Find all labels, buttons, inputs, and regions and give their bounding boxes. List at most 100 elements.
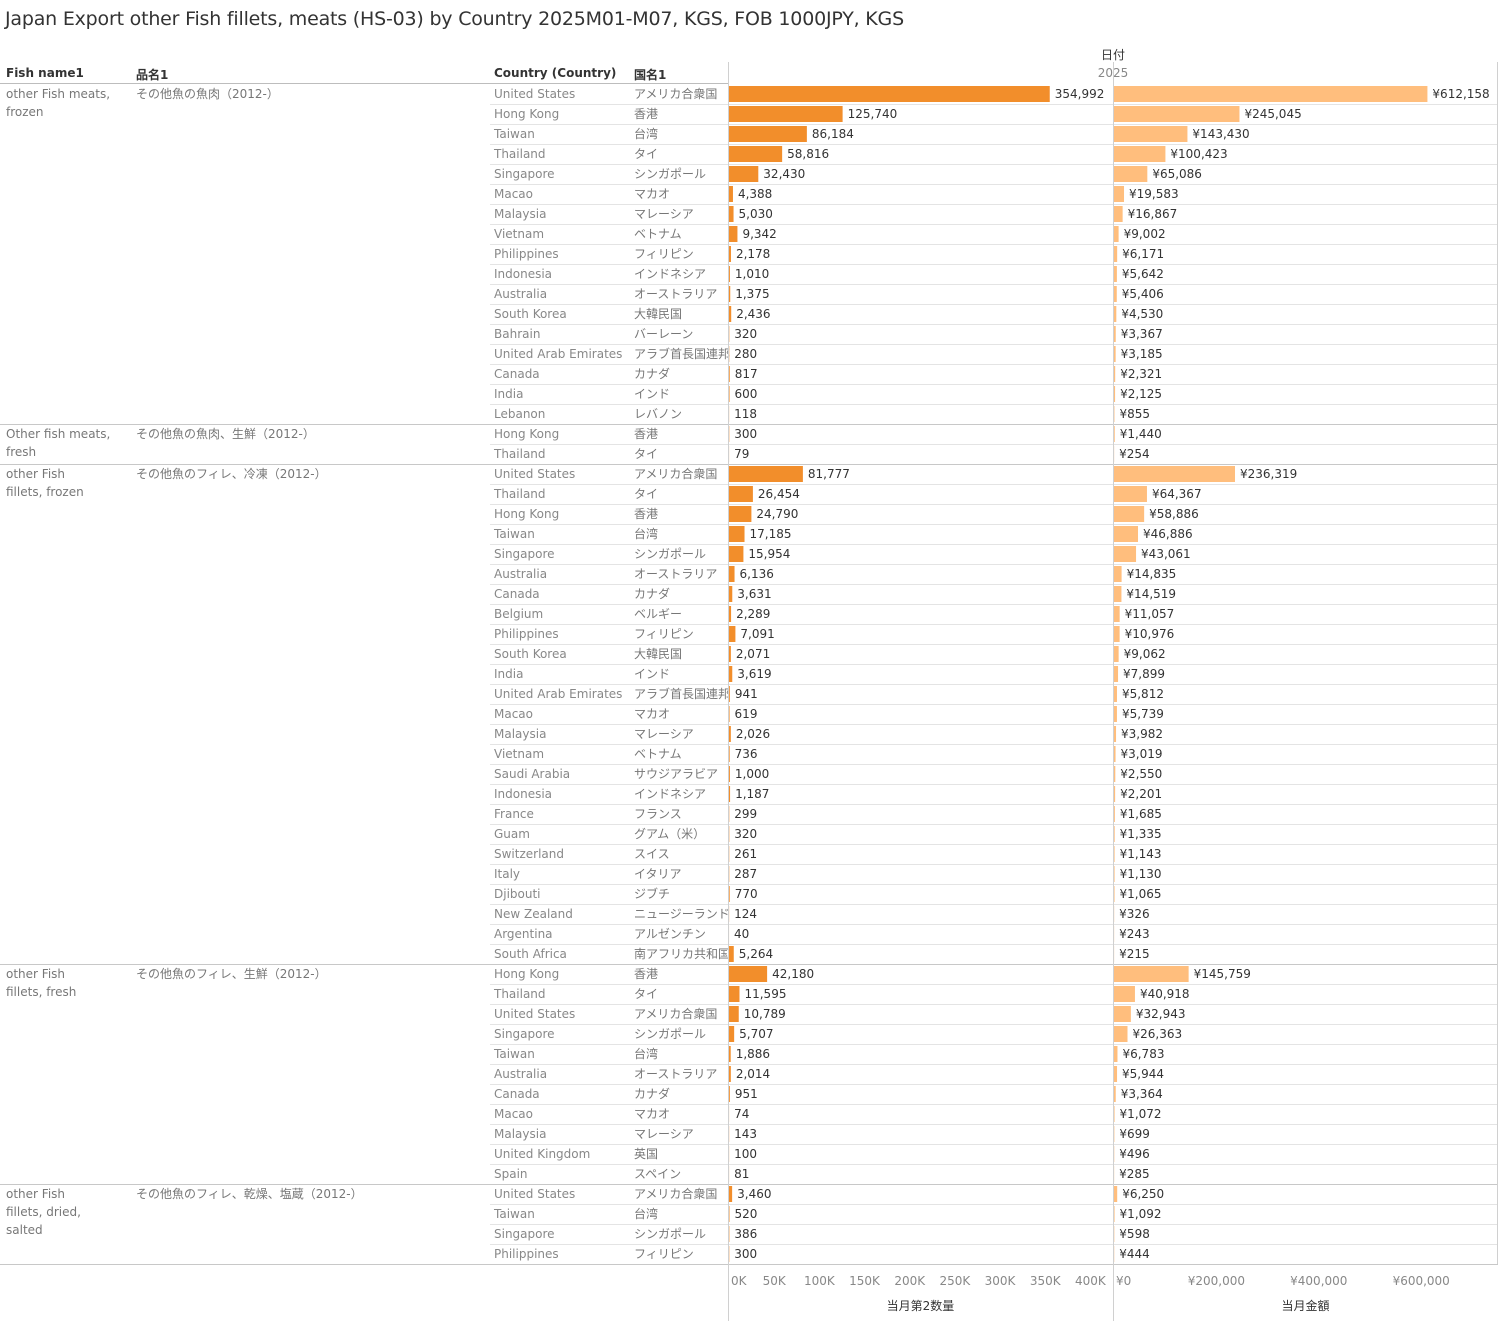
amt-value-label: ¥236,319 bbox=[1240, 467, 1297, 481]
qty-value-label: 10,789 bbox=[744, 1007, 786, 1021]
amt-value-label: ¥32,943 bbox=[1136, 1007, 1186, 1021]
kokumei-label: マカオ bbox=[634, 707, 670, 721]
amt-value-label: ¥6,783 bbox=[1122, 1047, 1164, 1061]
qty-bar bbox=[729, 146, 783, 162]
qty-value-label: 5,030 bbox=[739, 207, 773, 221]
amt-value-label: ¥3,364 bbox=[1121, 1087, 1163, 1101]
country-label: Australia bbox=[494, 1067, 547, 1081]
kokumei-header[interactable]: 国名1 bbox=[634, 68, 667, 82]
country-label: Lebanon bbox=[494, 407, 545, 421]
amt-bar bbox=[1114, 646, 1119, 662]
amt-value-label: ¥43,061 bbox=[1141, 547, 1191, 561]
qty-bar bbox=[729, 966, 768, 982]
amt-axis-tick: ¥0 bbox=[1116, 1274, 1131, 1288]
qty-bar bbox=[729, 306, 732, 322]
amt-bar bbox=[1114, 1206, 1115, 1222]
kokumei-label: アラブ首長国連邦 bbox=[634, 346, 730, 361]
amt-bar bbox=[1114, 666, 1119, 682]
amt-value-label: ¥1,685 bbox=[1120, 807, 1162, 821]
amt-bar bbox=[1114, 546, 1137, 562]
amt-value-label: ¥40,918 bbox=[1140, 987, 1190, 1001]
amt-value-label: ¥14,835 bbox=[1127, 567, 1177, 581]
country-label: Belgium bbox=[494, 607, 543, 621]
kokumei-label: レバノン bbox=[634, 407, 682, 421]
hinmei-header[interactable]: 品名1 bbox=[136, 68, 169, 82]
qty-bar bbox=[729, 546, 744, 562]
country-label: Hong Kong bbox=[494, 967, 559, 981]
country-label: Thailand bbox=[493, 987, 546, 1001]
kokumei-label: オーストラリア bbox=[634, 287, 717, 301]
country-label: Taiwan bbox=[493, 1207, 535, 1221]
country-label: Singapore bbox=[494, 1027, 555, 1041]
amt-bar bbox=[1114, 1106, 1115, 1122]
kokumei-label: スイス bbox=[634, 847, 670, 861]
kokumei-label: 英国 bbox=[634, 1147, 658, 1161]
qty-bar bbox=[729, 706, 730, 722]
amt-bar bbox=[1114, 986, 1135, 1002]
qty-bar bbox=[729, 1066, 731, 1082]
country-label: South Korea bbox=[494, 307, 567, 321]
kokumei-label: フィリピン bbox=[634, 247, 694, 261]
kokumei-label: アメリカ合衆国 bbox=[634, 86, 717, 101]
amt-bar bbox=[1114, 1006, 1131, 1022]
amt-value-label: ¥1,072 bbox=[1120, 1107, 1162, 1121]
qty-value-label: 40 bbox=[734, 927, 749, 941]
country-label: Australia bbox=[494, 567, 547, 581]
amt-bar bbox=[1114, 386, 1116, 402]
year-header: 2025 bbox=[1097, 66, 1129, 80]
qty-bar bbox=[729, 1006, 739, 1022]
country-label: Hong Kong bbox=[494, 507, 559, 521]
country-label: Thailand bbox=[493, 447, 546, 461]
kokumei-label: タイ bbox=[634, 447, 658, 461]
amt-bar bbox=[1114, 426, 1115, 442]
amt-bar bbox=[1114, 366, 1116, 382]
country-label: France bbox=[494, 807, 534, 821]
qty-value-label: 79 bbox=[734, 447, 749, 461]
country-label: Malaysia bbox=[494, 1127, 546, 1141]
qty-value-label: 261 bbox=[734, 847, 757, 861]
country-label: Hong Kong bbox=[494, 107, 559, 121]
amt-value-label: ¥145,759 bbox=[1194, 967, 1251, 981]
qty-value-label: 1,010 bbox=[735, 267, 769, 281]
country-label: India bbox=[494, 667, 523, 681]
qty-bar bbox=[729, 566, 735, 582]
country-header[interactable]: Country (Country) bbox=[494, 66, 617, 80]
amt-bar bbox=[1114, 1066, 1118, 1082]
amt-bar bbox=[1114, 886, 1115, 902]
kokumei-label: アルゼンチン bbox=[634, 927, 706, 941]
qty-value-label: 86,184 bbox=[812, 127, 854, 141]
amt-value-label: ¥1,065 bbox=[1120, 887, 1162, 901]
qty-bar bbox=[729, 366, 730, 382]
qty-value-label: 3,460 bbox=[737, 1187, 771, 1201]
amt-value-label: ¥3,019 bbox=[1121, 747, 1163, 761]
country-label: Taiwan bbox=[493, 1047, 535, 1061]
qty-value-label: 600 bbox=[735, 387, 758, 401]
amt-value-label: ¥598 bbox=[1119, 1227, 1150, 1241]
amt-value-label: ¥64,367 bbox=[1152, 487, 1202, 501]
country-label: Malaysia bbox=[494, 207, 546, 221]
qty-bar bbox=[729, 386, 730, 402]
amt-value-label: ¥14,519 bbox=[1126, 587, 1176, 601]
qty-axis-tick: 200K bbox=[894, 1274, 926, 1288]
qty-bar bbox=[729, 226, 738, 242]
qty-value-label: 5,264 bbox=[739, 947, 773, 961]
amt-axis-title: 当月金額 bbox=[1281, 1299, 1330, 1313]
qty-value-label: 11,595 bbox=[744, 987, 786, 1001]
fish-name-header[interactable]: Fish name1 bbox=[6, 66, 84, 80]
kokumei-label: ベトナム bbox=[634, 747, 682, 761]
qty-value-label: 2,026 bbox=[736, 727, 770, 741]
qty-bar bbox=[729, 466, 803, 482]
amt-value-label: ¥65,086 bbox=[1152, 167, 1202, 181]
qty-value-label: 124 bbox=[734, 907, 757, 921]
qty-axis-tick: 50K bbox=[763, 1274, 787, 1288]
chart-title: Japan Export other Fish fillets, meats (… bbox=[5, 8, 904, 30]
amt-bar bbox=[1114, 306, 1117, 322]
amt-bar bbox=[1114, 566, 1122, 582]
qty-value-label: 619 bbox=[735, 707, 758, 721]
qty-bar bbox=[729, 526, 745, 542]
qty-bar bbox=[729, 646, 731, 662]
country-label: Macao bbox=[494, 707, 533, 721]
country-label: Switzerland bbox=[494, 847, 564, 861]
amt-value-label: ¥5,739 bbox=[1122, 707, 1164, 721]
